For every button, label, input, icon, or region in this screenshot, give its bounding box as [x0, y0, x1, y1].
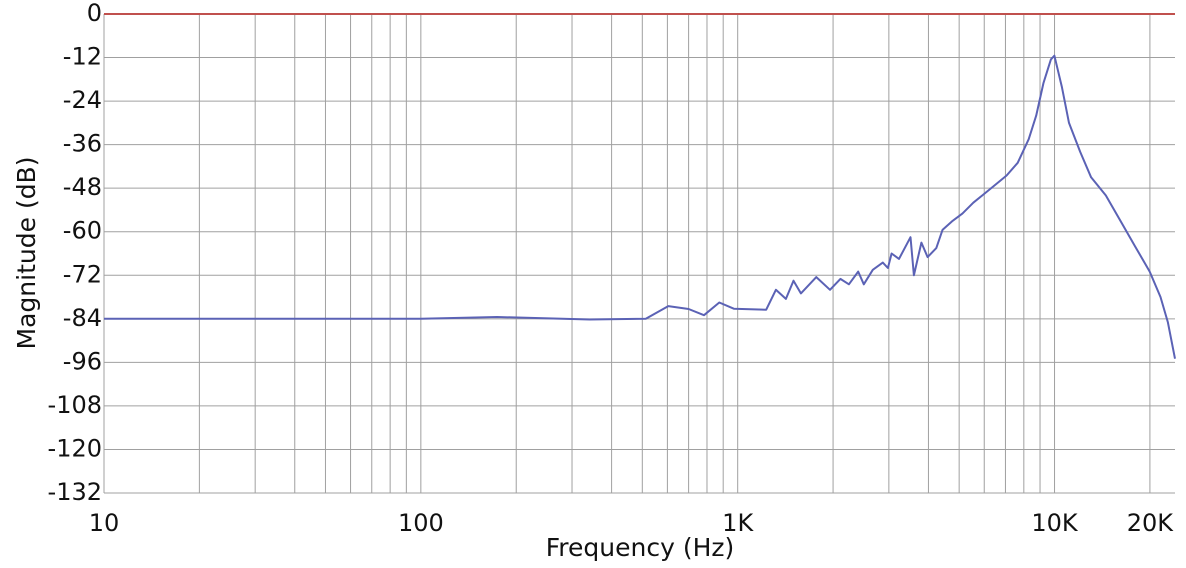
- y-tick-label: -24: [63, 86, 102, 114]
- x-tick-label: 20K: [1127, 509, 1175, 537]
- y-tick-label: -72: [63, 260, 102, 288]
- x-tick-label: 10: [89, 509, 120, 537]
- y-tick-label: -84: [63, 304, 102, 332]
- y-tick-label: 0: [87, 0, 102, 27]
- data-line: [104, 54, 1176, 359]
- y-tick-label: -96: [63, 347, 102, 375]
- y-tick-label: -120: [48, 434, 102, 462]
- y-tick-label: -60: [63, 217, 102, 245]
- y-axis-title: Magnitude (dB): [12, 157, 41, 350]
- y-tick-label: -48: [63, 173, 102, 201]
- y-tick-label: -132: [48, 478, 102, 506]
- x-tick-label: 10K: [1031, 509, 1079, 537]
- x-tick-label: 100: [398, 509, 444, 537]
- x-tick-label: 1K: [722, 509, 754, 537]
- y-tick-label: -12: [63, 43, 102, 71]
- x-axis-title: Frequency (Hz): [546, 533, 735, 562]
- y-tick-label: -36: [63, 130, 102, 158]
- y-tick-label: -108: [48, 391, 102, 419]
